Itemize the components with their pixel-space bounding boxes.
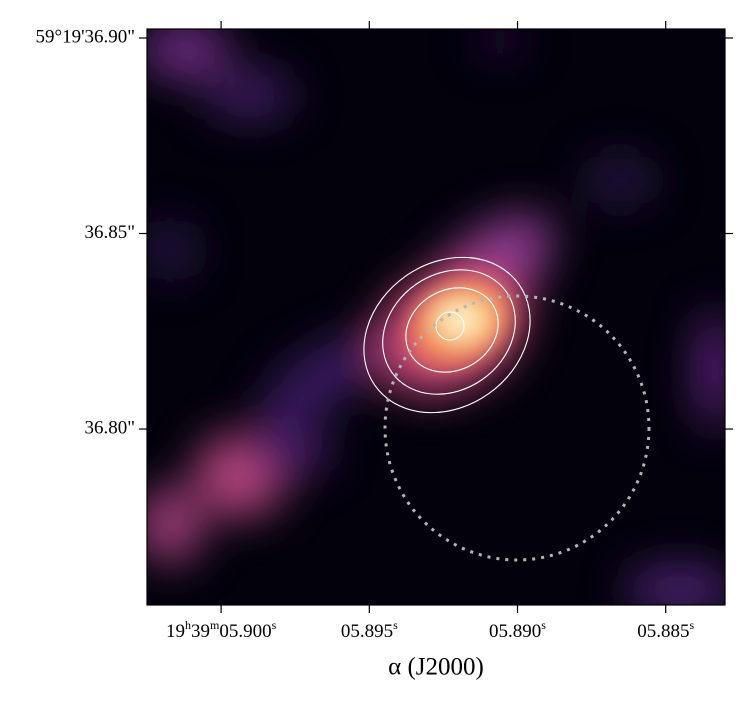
y-tick-label: 59°19'36.90" [35, 26, 135, 47]
x-tick-label: 05.895s [341, 618, 398, 643]
y-tick-label: 36.80" [84, 417, 135, 438]
x-axis-label: α (J2000) [388, 654, 484, 681]
y-tick-label: 36.85" [84, 222, 135, 243]
x-tick-label: 05.885s [637, 618, 694, 643]
contours [363, 256, 531, 414]
beam-circle [383, 294, 651, 562]
sky-image [147, 29, 725, 605]
x-tick-label: 05.890s [489, 618, 546, 643]
x-tick-label: 19h39m05.900s [166, 618, 277, 643]
frame [146, 28, 726, 606]
